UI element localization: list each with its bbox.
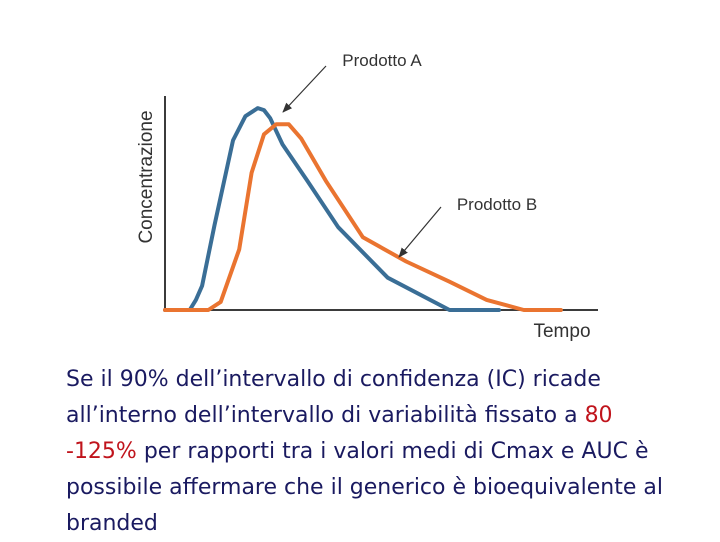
annotation-label-prodotto-a: Prodotto A (342, 51, 422, 70)
caption-range-highlight: 80 -125% (66, 403, 613, 464)
series-lines (163, 106, 563, 312)
series-line-prodotto-b (163, 122, 563, 312)
caption-part-2: per rapporti tra i valori medi di Cmax e… (66, 439, 663, 536)
series-line-prodotto-a (163, 106, 501, 312)
x-axis-label: Tempo (533, 321, 590, 342)
annotation-arrow-prodotto-a (282, 65, 327, 113)
caption-text: Se il 90% dell’intervallo di confidenza … (66, 362, 686, 542)
annotation-arrow-prodotto-b (398, 206, 442, 258)
annotation-label-prodotto-b: Prodotto B (457, 195, 537, 214)
caption-part-1: Se il 90% dell’intervallo di confidenza … (66, 367, 601, 428)
y-axis-label: Concentrazione (136, 110, 157, 243)
annotations: Prodotto A Prodotto B (282, 51, 537, 258)
pharmacokinetic-chart: Prodotto A Prodotto B Tempo Concentrazion… (136, 51, 598, 342)
